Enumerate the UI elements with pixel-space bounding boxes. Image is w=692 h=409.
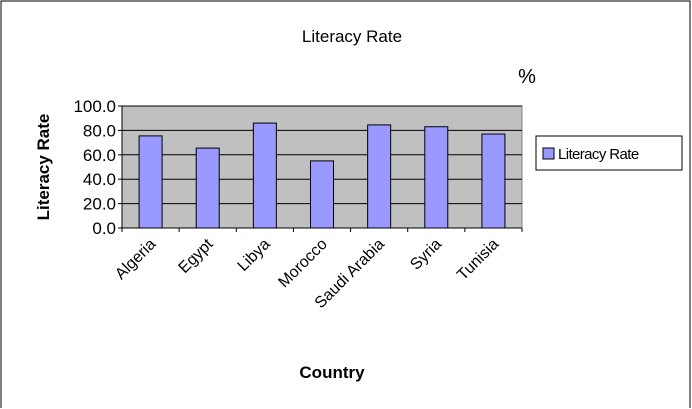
bar-libya xyxy=(252,122,277,229)
y-tick-label: 0.0 xyxy=(92,219,116,238)
x-tick-label: Algeria xyxy=(112,236,159,283)
bar-egypt xyxy=(195,147,220,229)
x-tick-label: Syria xyxy=(407,236,445,274)
unit-annotation: % xyxy=(518,66,536,88)
bar-morocco xyxy=(310,160,334,229)
legend-swatch xyxy=(542,147,555,160)
legend-label: Literacy Rate xyxy=(558,146,639,163)
x-tick-label: Morocco xyxy=(275,236,330,291)
y-tick-label: 100.0 xyxy=(73,97,116,116)
bars xyxy=(138,122,506,229)
y-axis-ticks: 0.0 20.0 40.0 60.0 80.0 100.0 xyxy=(73,97,122,238)
y-axis-title: Literacy Rate xyxy=(34,114,53,221)
x-tick-label: Egypt xyxy=(176,235,217,276)
bar-algeria xyxy=(138,135,163,229)
legend: Literacy Rate xyxy=(535,135,683,171)
x-axis-title: Country xyxy=(299,363,365,382)
bar-saudi-arabia xyxy=(367,124,392,229)
y-tick-label: 80.0 xyxy=(83,121,116,140)
bar-tunisia xyxy=(481,133,506,229)
x-tick-label: Libya xyxy=(235,236,274,275)
bar-syria xyxy=(424,126,449,229)
y-tick-label: 20.0 xyxy=(83,195,116,214)
x-tick-label: Tunisia xyxy=(454,236,502,284)
y-tick-label: 60.0 xyxy=(83,146,116,165)
legend-box xyxy=(535,135,683,171)
chart-title: Literacy Rate xyxy=(302,27,402,46)
y-tick-label: 40.0 xyxy=(83,170,116,189)
